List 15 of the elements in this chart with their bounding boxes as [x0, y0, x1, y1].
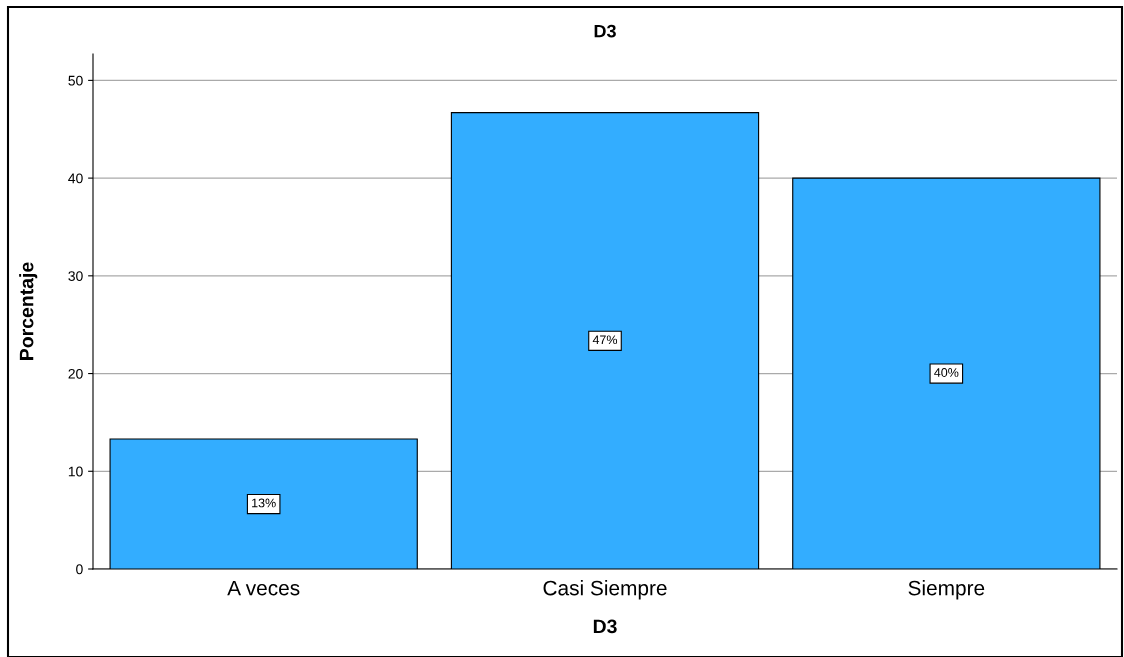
- y-tick-label: 20: [68, 368, 83, 379]
- y-axis-title: Porcentaje: [19, 262, 38, 360]
- data-label: 40%: [934, 368, 959, 377]
- y-tick-label: 10: [68, 466, 83, 477]
- x-axis-title: D3: [593, 619, 617, 634]
- y-tick-label: 40: [68, 173, 83, 184]
- x-tick-label: A veces: [227, 580, 300, 596]
- y-tick-label: 0: [76, 564, 83, 575]
- data-label: 13%: [252, 498, 276, 508]
- y-tick-label: 30: [68, 271, 83, 281]
- x-tick-label: Siempre: [908, 580, 985, 600]
- x-tick-label: Casi Siempre: [543, 580, 667, 600]
- y-tick-label: 50: [68, 75, 83, 86]
- data-label: 47%: [592, 335, 618, 345]
- chart-title: D3: [594, 24, 616, 38]
